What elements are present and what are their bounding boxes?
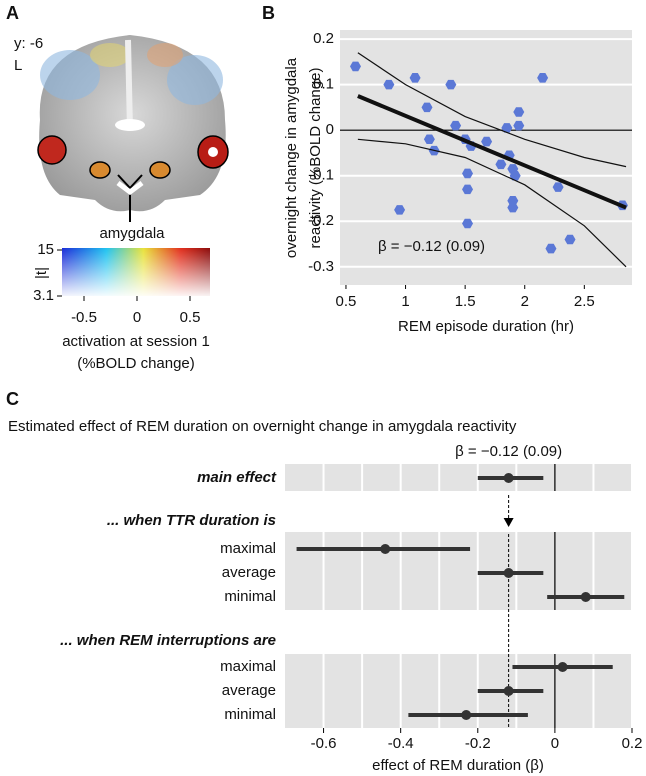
y-label: |t|	[33, 267, 50, 279]
group-header: main effect	[197, 469, 277, 486]
x-tick-label: 2	[521, 293, 529, 310]
row-label: maximal	[220, 658, 276, 675]
colorbar-fade	[62, 248, 210, 296]
band	[285, 464, 632, 491]
y-label: reactivity (%BOLD change)	[307, 68, 324, 249]
panel-label: C	[6, 389, 19, 409]
side-label: L	[14, 57, 22, 74]
y-tick-label: 15	[37, 241, 54, 258]
x-tick-label: 0	[551, 735, 559, 752]
y-tick-label: 3.1	[33, 287, 54, 304]
brain-image	[38, 35, 228, 222]
x-tick-label: 2.5	[574, 293, 595, 310]
x-tick-label: -0.4	[388, 735, 414, 752]
x-tick-label: -0.2	[465, 735, 491, 752]
arrow-head	[504, 518, 514, 527]
x-tick-label: 0.2	[622, 735, 643, 752]
panel-label: B	[262, 3, 275, 23]
x-tick-label: -0.6	[311, 735, 337, 752]
x-tick-label: 1.5	[455, 293, 476, 310]
figure: Ay: -6 Lamygdala -0.5 0 0.5 3.1 15 |t| activatio…	[0, 0, 646, 776]
y-tick-label: -0.3	[308, 258, 334, 275]
row-label: average	[222, 682, 276, 699]
estimate	[380, 544, 390, 554]
x-tick-label: 0	[133, 309, 141, 326]
x-label: (%BOLD change)	[77, 355, 195, 372]
x-label: effect of REM duration (β)	[372, 757, 544, 774]
coordinate: y: -6	[14, 35, 43, 52]
row-label: minimal	[224, 706, 276, 723]
x-tick-label: -0.5	[71, 309, 97, 326]
y-tick-label: 0	[326, 121, 334, 138]
estimate	[504, 568, 514, 578]
x-tick-label: 0.5	[180, 309, 201, 326]
estimate	[581, 592, 591, 602]
estimate	[558, 662, 568, 672]
annotation: β = −0.12 (0.09)	[455, 443, 562, 460]
x-tick-label: 1	[401, 293, 409, 310]
panel-label: A	[6, 3, 19, 23]
estimate	[504, 686, 514, 696]
annotation: β = −0.12 (0.09)	[378, 238, 485, 255]
y-tick-label: 0.2	[313, 30, 334, 47]
group-header: ... when TTR duration is	[107, 512, 276, 529]
group-header: ... when REM interruptions are	[60, 632, 276, 649]
estimate	[504, 473, 514, 483]
chart-title: Estimated effect of REM duration on over…	[8, 418, 517, 435]
x-tick-label: 0.5	[336, 293, 357, 310]
estimate	[461, 710, 471, 720]
row-label: average	[222, 564, 276, 581]
x-label: activation at session 1	[62, 333, 210, 350]
row-label: maximal	[220, 540, 276, 557]
y-label: overnight change in amygdala	[283, 57, 300, 258]
region-label: amygdala	[99, 225, 165, 242]
row-label: minimal	[224, 588, 276, 605]
x-label: REM episode duration (hr)	[398, 318, 574, 335]
